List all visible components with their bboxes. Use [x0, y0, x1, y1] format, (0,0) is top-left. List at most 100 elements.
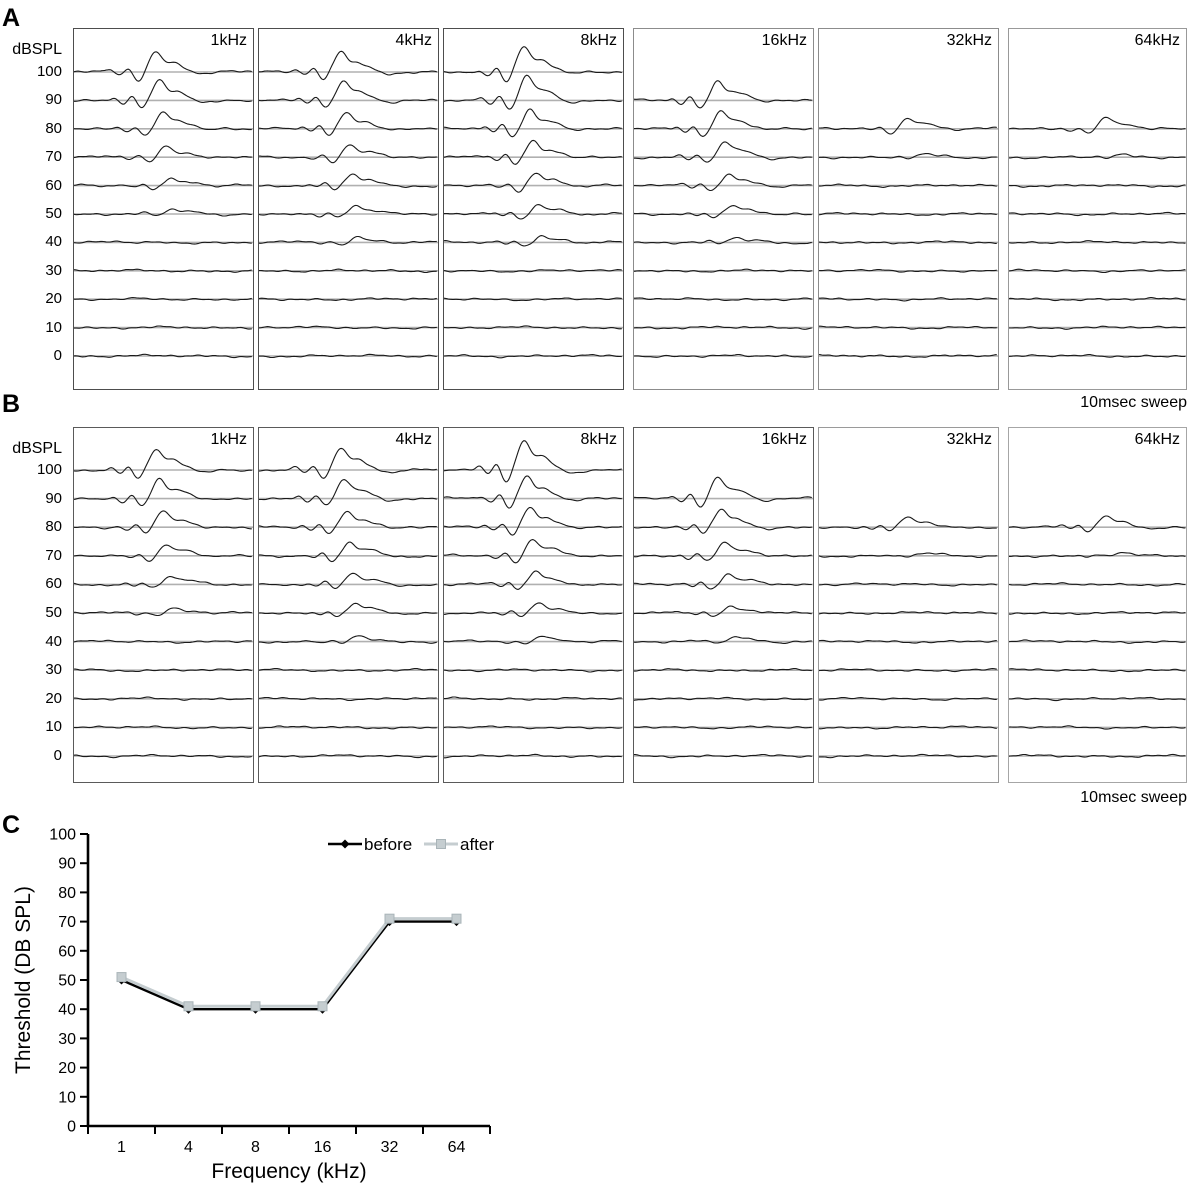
abr-trace-80db [444, 506, 622, 536]
after-marker [250, 1001, 261, 1012]
abr-trace-10db [259, 725, 437, 730]
c-y-tick-label: 20 [58, 1060, 76, 1077]
level-label-20: 20 [45, 290, 62, 308]
legend-after-label: after [460, 835, 494, 854]
waveform-box-8khz: 8kHz [443, 427, 624, 783]
panel-b-letter: B [2, 390, 21, 418]
abr-trace-80db [74, 111, 252, 136]
abr-trace-60db [819, 582, 997, 587]
abr-trace-0db [1009, 354, 1186, 358]
abr-trace-30db [74, 668, 252, 673]
abr-trace-100db [444, 46, 622, 83]
abr-trace-10db [444, 325, 622, 330]
waveform-box-1khz: 1kHz [73, 28, 254, 390]
abr-trace-10db [634, 725, 812, 730]
abr-trace-60db [259, 173, 437, 191]
abr-trace-20db [1009, 696, 1186, 702]
abr-trace-80db [819, 516, 997, 532]
abr-trace-60db [74, 177, 252, 191]
level-label-10: 10 [45, 718, 62, 736]
abr-trace-90db [634, 476, 812, 508]
c-y-tick-label: 30 [58, 1031, 76, 1048]
abr-trace-90db [259, 80, 437, 108]
abr-trace-60db [1009, 184, 1186, 188]
level-label-90: 90 [45, 91, 62, 109]
abr-trace-40db [634, 236, 812, 245]
abr-trace-70db [1009, 153, 1186, 160]
waveform-traces-32khz [819, 516, 998, 759]
c-x-tick-label: 64 [448, 1139, 466, 1156]
abr-trace-70db [444, 539, 622, 564]
panel-b-ytitle: dBSPL [12, 440, 62, 457]
abr-trace-0db [74, 753, 252, 759]
abr-trace-80db [819, 117, 997, 135]
abr-trace-30db [444, 668, 622, 673]
after-marker [451, 913, 462, 924]
abr-trace-50db [819, 212, 997, 216]
frequency-label: 8kHz [580, 431, 617, 448]
abr-trace-80db [1009, 515, 1186, 533]
abr-trace-100db [74, 51, 252, 82]
c-x-tick-label: 4 [184, 1139, 193, 1156]
level-label-80: 80 [45, 119, 62, 137]
c-xlabel: Frequency (kHz) [211, 1160, 366, 1183]
abr-trace-50db [74, 208, 252, 217]
abr-trace-40db [259, 235, 437, 246]
abr-trace-20db [634, 696, 812, 701]
after-marker [384, 913, 395, 924]
abr-trace-20db [259, 297, 437, 302]
abr-trace-10db [1009, 325, 1186, 330]
frequency-label: 8kHz [580, 32, 617, 49]
abr-trace-60db [259, 572, 437, 589]
abr-trace-70db [634, 141, 812, 163]
frequency-label: 1kHz [210, 32, 247, 49]
abr-trace-70db [74, 544, 252, 562]
abr-trace-80db [1009, 116, 1186, 134]
level-label-40: 40 [45, 632, 62, 650]
abr-trace-10db [74, 325, 252, 330]
abr-trace-30db [444, 269, 622, 273]
level-label-60: 60 [45, 575, 62, 593]
c-y-tick-label: 100 [49, 827, 76, 844]
c-y-tick-label: 60 [58, 943, 76, 960]
abr-trace-20db [819, 297, 997, 302]
abr-trace-20db [1009, 297, 1186, 302]
waveform-traces-1khz [74, 449, 253, 759]
abr-trace-10db [819, 325, 997, 330]
panel-a-ytitle: dBSPL [12, 41, 62, 58]
abr-trace-30db [1009, 668, 1186, 673]
abr-trace-90db [74, 79, 252, 109]
abr-trace-60db [444, 172, 622, 193]
abr-trace-90db [444, 475, 622, 509]
abr-trace-40db [444, 235, 622, 247]
abr-trace-80db [634, 508, 812, 534]
abr-trace-90db [259, 479, 437, 506]
c-y-tick-label: 90 [58, 856, 76, 873]
abr-trace-20db [74, 696, 252, 701]
abr-trace-30db [259, 667, 437, 673]
c-x-tick-label: 16 [314, 1139, 332, 1156]
level-label-90: 90 [45, 489, 62, 507]
abr-trace-70db [1009, 552, 1186, 558]
c-y-tick-label: 80 [58, 885, 76, 902]
abr-trace-40db [259, 635, 437, 644]
before-marker [340, 839, 350, 849]
abr-trace-50db [444, 602, 622, 618]
abr-trace-40db [1009, 240, 1186, 244]
waveform-traces-8khz [444, 46, 623, 359]
abr-trace-60db [634, 173, 812, 192]
level-label-100: 100 [36, 461, 62, 478]
panel-a-sweep-label: 10msec sweep [1080, 394, 1187, 411]
waveform-traces-4khz [259, 447, 438, 759]
abr-trace-90db [444, 74, 622, 110]
abr-trace-60db [1009, 582, 1186, 587]
waveform-box-16khz: 16kHz [633, 427, 814, 783]
abr-trace-70db [259, 541, 437, 563]
legend-before-label: before [364, 835, 412, 854]
waveform-traces-64khz [1009, 116, 1186, 358]
frequency-label: 32kHz [946, 32, 992, 49]
frequency-label: 16kHz [761, 431, 807, 448]
abr-trace-50db [74, 607, 252, 617]
abr-trace-10db [74, 725, 252, 730]
